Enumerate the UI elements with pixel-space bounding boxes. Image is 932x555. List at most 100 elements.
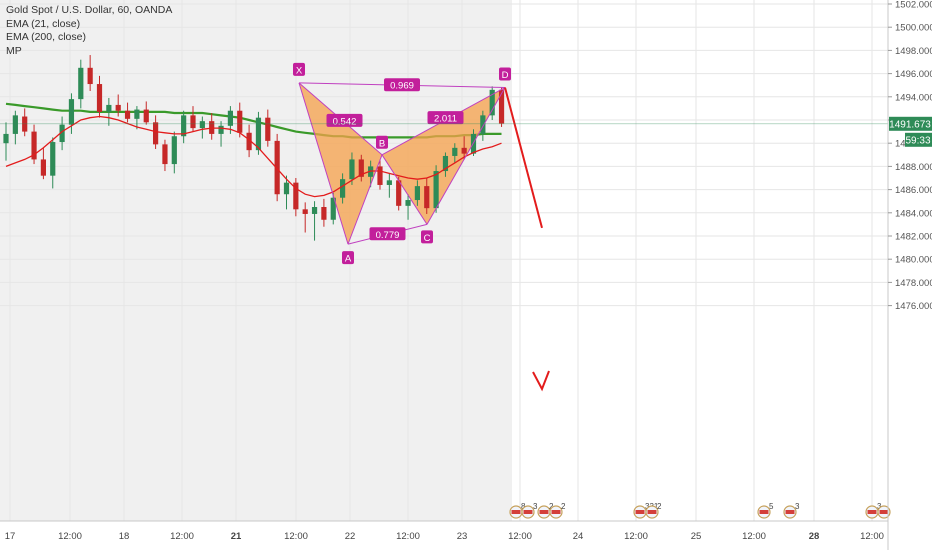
pattern-leg-ab xyxy=(347,154,383,245)
candle-body xyxy=(59,124,65,143)
event-flag-stripe xyxy=(867,510,877,514)
symbol-title[interactable]: Gold Spot / U.S. Dollar, 60, OANDA xyxy=(6,4,173,16)
candle-body xyxy=(489,89,495,116)
pattern-ratio-badge xyxy=(369,227,406,241)
candle-body xyxy=(442,155,449,172)
candle-body xyxy=(162,144,168,165)
event-marker: 5 xyxy=(757,502,774,519)
chart-legend: Gold Spot / U.S. Dollar, 60, OANDA EMA (… xyxy=(6,4,172,58)
pattern-point-badge xyxy=(499,67,511,81)
ema200-legend[interactable]: EMA (200, close) xyxy=(6,31,86,43)
pattern-point-a: A xyxy=(342,251,354,265)
candle-body xyxy=(246,132,252,151)
price-tick-label: 1494.000 xyxy=(895,92,932,103)
candle xyxy=(134,106,140,130)
price-tick-label: 1500.000 xyxy=(895,23,932,34)
pattern-point-label: D xyxy=(502,70,509,81)
pattern-point-label: X xyxy=(296,65,303,76)
pattern-leg-cd xyxy=(426,87,506,225)
event-count-label: 3 xyxy=(877,502,882,511)
price-tick-label: 1486.000 xyxy=(895,185,932,196)
candle xyxy=(405,194,411,220)
mp-legend[interactable]: MP xyxy=(6,44,22,57)
event-flag-stripe xyxy=(635,510,645,514)
candle xyxy=(124,102,131,123)
price-tick-label: 1480.000 xyxy=(895,255,932,266)
event-flag-stripe xyxy=(879,510,889,514)
candle xyxy=(115,94,121,117)
candle xyxy=(218,121,224,147)
candle-body xyxy=(40,159,46,176)
event-count-label: 5 xyxy=(769,502,774,511)
candle xyxy=(265,109,271,147)
candle-body xyxy=(190,115,196,129)
candle-body xyxy=(452,147,458,156)
candle-body xyxy=(424,186,430,209)
pattern-ratio-badge xyxy=(384,78,420,92)
last-price-value: 1491.673 xyxy=(889,119,931,130)
pattern-ratio-label: 0.969 xyxy=(390,81,414,92)
candle-body xyxy=(3,133,9,144)
ema21-legend[interactable]: EMA (21, close) xyxy=(6,17,81,30)
candle xyxy=(78,59,84,109)
time-tick-label: 12:00 xyxy=(860,531,884,542)
candle xyxy=(181,110,187,144)
candle xyxy=(171,131,177,174)
candle xyxy=(283,175,290,210)
candle-body xyxy=(255,117,262,151)
pattern-ratio-label: 0.542 xyxy=(333,116,357,127)
pattern-point-label: C xyxy=(424,233,431,244)
countdown-value: 59:33 xyxy=(905,135,930,146)
pattern-point-badge xyxy=(376,135,388,149)
event-marker: 2 xyxy=(645,502,662,519)
time-tick-label: 22 xyxy=(345,531,356,542)
candle xyxy=(321,198,327,227)
event-marker: 3 xyxy=(521,502,538,519)
event-marker: 3 xyxy=(865,502,882,519)
time-tick-label: 17 xyxy=(5,531,16,542)
candle xyxy=(87,55,93,91)
pattern-leg-xa xyxy=(298,82,349,245)
candle-body xyxy=(181,115,187,137)
candle-body xyxy=(227,110,233,126)
candle-body xyxy=(12,115,18,134)
candle xyxy=(12,110,18,145)
pattern-triangle-bcd xyxy=(382,87,505,225)
event-count-label: 8 xyxy=(521,502,526,511)
price-tick-label: 1502.000 xyxy=(895,0,932,11)
candle xyxy=(330,193,336,225)
time-tick-label: 23 xyxy=(457,531,468,542)
event-count-label: 3 xyxy=(533,502,538,511)
candle xyxy=(414,180,420,206)
candle-body xyxy=(330,197,336,220)
candle-body xyxy=(153,122,159,145)
down-arrow-shaft xyxy=(504,87,543,229)
candle-body xyxy=(283,182,290,195)
candle-body xyxy=(340,179,346,198)
pattern-point-badge xyxy=(421,230,433,244)
candle xyxy=(199,116,205,139)
candle xyxy=(31,124,37,165)
candle xyxy=(358,154,364,182)
candle-body xyxy=(68,99,75,125)
pattern-triangle-xab xyxy=(299,82,382,245)
time-tick-label: 25 xyxy=(691,531,702,542)
price-tick-label: 1488.000 xyxy=(895,162,932,173)
candle xyxy=(50,137,56,189)
time-tick-label: 12:00 xyxy=(396,531,420,542)
candle xyxy=(68,93,75,134)
event-flag-stripe xyxy=(785,510,795,514)
event-count-label: 2 xyxy=(657,502,662,511)
event-flag-stripe xyxy=(647,510,657,514)
candle xyxy=(311,201,318,241)
countdown-badge xyxy=(905,132,932,147)
candle-body xyxy=(50,142,56,176)
event-marker: 8 xyxy=(509,502,526,519)
price-tick-label: 1478.000 xyxy=(895,278,932,289)
candle xyxy=(246,124,252,158)
candle xyxy=(162,139,168,172)
pattern-ratio-badge xyxy=(427,111,464,125)
candle-body xyxy=(106,104,112,112)
